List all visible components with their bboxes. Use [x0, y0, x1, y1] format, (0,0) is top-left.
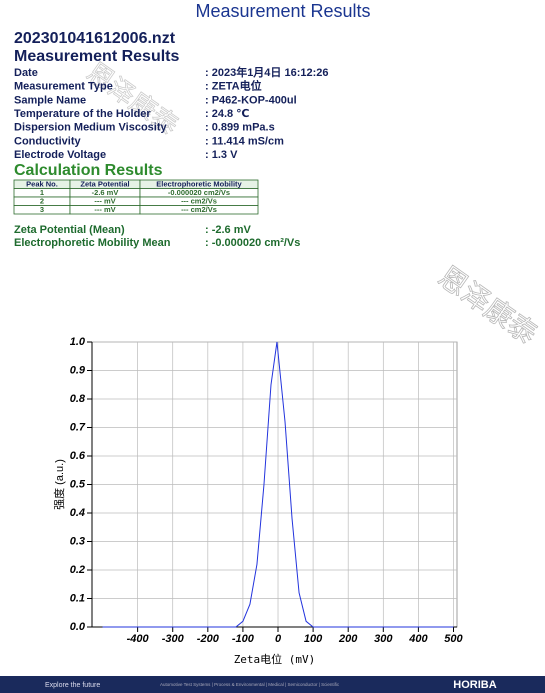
- page-title: Measurement Results: [195, 1, 370, 21]
- table-cell-text: --- mV: [94, 205, 115, 214]
- x-tick-label: 300: [374, 633, 393, 645]
- mean-value: : -2.6 mV: [205, 224, 252, 236]
- x-tick-label: -400: [127, 633, 150, 645]
- field-value: : 0.899 mPa.s: [205, 122, 275, 134]
- y-tick-label: 0.8: [70, 393, 86, 405]
- y-axis-label: 强度 (a.u.): [52, 459, 66, 510]
- field-label: Electrode Voltage: [14, 149, 106, 161]
- watermark: 恩泽康泰: [433, 261, 543, 351]
- y-tick-label: 0.9: [70, 364, 86, 376]
- x-axis-label: Zeta电位 (mV): [234, 652, 316, 666]
- y-tick-label: 0.5: [70, 478, 86, 490]
- y-tick-label: 1.0: [70, 336, 86, 348]
- x-tick-label: 200: [338, 633, 358, 645]
- x-tick-label: 100: [304, 633, 323, 645]
- field-label: Date: [14, 67, 38, 79]
- field-label: Temperature of the Holder: [14, 108, 151, 120]
- field-label: Conductivity: [14, 135, 81, 147]
- footer-bar: [0, 676, 545, 693]
- x-tick-label: 400: [408, 633, 428, 645]
- table-cell: [139, 205, 259, 215]
- mean-label: Zeta Potential (Mean): [14, 224, 125, 236]
- table-cell-text: -2.6 mV: [92, 188, 119, 197]
- table-header: Electrophoretic Mobility: [156, 180, 242, 189]
- y-tick-label: 0.1: [70, 592, 85, 604]
- footer-left: Explore the future: [45, 682, 100, 689]
- table-cell-text: -0.000020 cm2/Vs: [168, 188, 230, 197]
- table-cell-text: --- cm2/Vs: [181, 197, 217, 206]
- y-tick-label: 0.4: [70, 507, 85, 519]
- field-value: : ZETA电位: [205, 79, 262, 93]
- file-name: 202301041612006.nzt: [14, 30, 176, 47]
- table-cell-text: --- mV: [94, 197, 115, 206]
- table-cell-text: 1: [40, 188, 44, 197]
- footer-brand: HORIBA: [453, 679, 496, 691]
- field-label: Sample Name: [14, 94, 86, 106]
- field-value: : 1.3 V: [205, 149, 238, 161]
- y-tick-label: 0.7: [70, 421, 86, 433]
- table-header: Zeta Potential: [80, 180, 129, 189]
- x-tick-label: 500: [444, 633, 463, 645]
- field-value: : 24.8 ℃: [205, 108, 250, 120]
- table-cell-text: --- cm2/Vs: [181, 205, 217, 214]
- y-tick-label: 0.6: [70, 450, 86, 462]
- y-tick-label: 0.2: [70, 564, 85, 576]
- mean-value: : -0.000020 cm²/Vs: [205, 237, 300, 249]
- section-title: Measurement Results: [14, 48, 179, 65]
- table-header: Peak No.: [26, 180, 58, 189]
- footer-middle: Automotive Test Systems | Process & Envi…: [160, 682, 340, 687]
- data-line: [102, 341, 454, 628]
- x-tick-label: 0: [275, 633, 282, 645]
- field-label: Dispersion Medium Viscosity: [14, 122, 168, 134]
- calc-title: Calculation Results: [14, 162, 163, 179]
- field-value: : 11.414 mS/cm: [205, 135, 284, 147]
- y-tick-label: 0.3: [70, 535, 85, 547]
- table-cell-text: 3: [40, 205, 44, 214]
- field-value: : P462-KOP-400ul: [205, 94, 297, 106]
- table-cell-text: 2: [40, 197, 44, 206]
- field-value: : 2023年1月4日 16:12:26: [205, 65, 329, 79]
- field-label: Measurement Type: [14, 81, 113, 93]
- x-tick-label: -300: [162, 633, 185, 645]
- y-tick-label: 0.0: [70, 621, 86, 633]
- mean-label: Electrophoretic Mobility Mean: [14, 237, 171, 249]
- x-tick-label: -100: [232, 633, 255, 645]
- x-tick-label: -200: [197, 633, 220, 645]
